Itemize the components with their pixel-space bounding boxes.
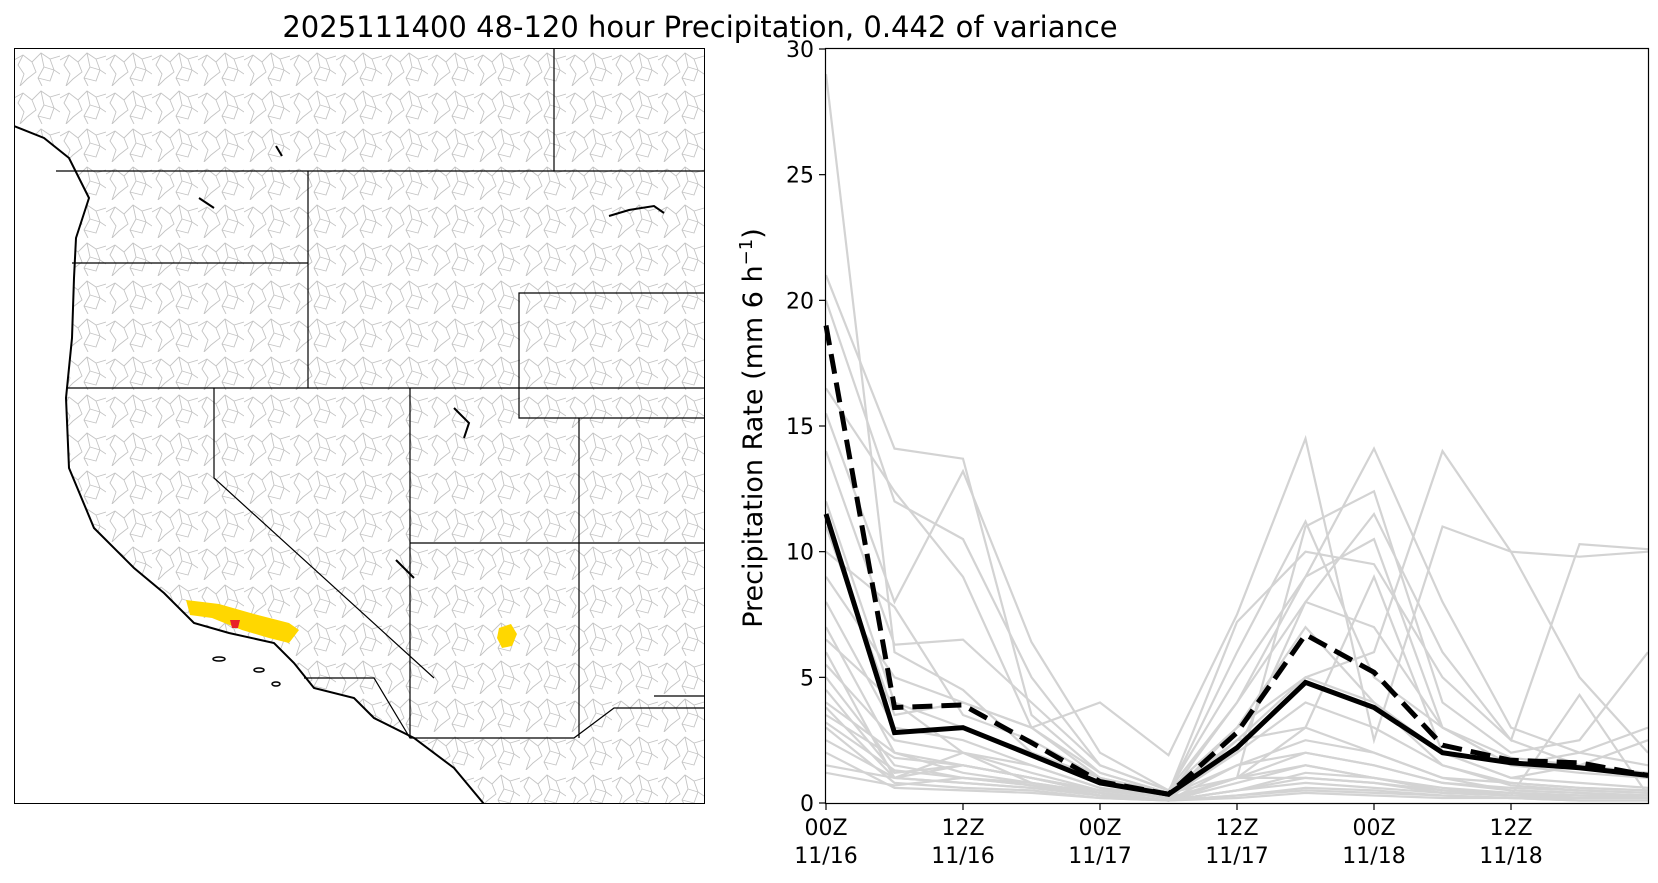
x-tick-label-time-0: 00Z	[804, 816, 847, 841]
member-line-1	[824, 73, 1649, 797]
y-axis: 0 5 10 15 20 25 30	[786, 38, 826, 817]
member-line-24	[825, 751, 1648, 802]
ensemble-members	[824, 73, 1649, 802]
x-axis: 00Z 11/16 12Z 11/16 00Z 11/17 12Z 11/17 00Z 11/18…	[794, 803, 1543, 869]
y-tick-label-15: 15	[786, 415, 814, 440]
y-tick-label-10: 10	[786, 541, 814, 566]
state-borders	[56, 48, 705, 739]
highlight-basin-arizona	[497, 624, 517, 648]
figure-title: 2025111400 48-120 hour Precipitation, 0.…	[282, 10, 1118, 44]
y-tick-label-0: 0	[800, 792, 814, 817]
map-panel	[14, 48, 705, 804]
member-line-18	[825, 676, 1649, 802]
x-tick-label-time-5: 12Z	[1489, 816, 1532, 841]
x-tick-label-date-3: 11/17	[1205, 844, 1268, 869]
coastline	[14, 125, 485, 804]
x-tick-label-time-4: 00Z	[1352, 816, 1395, 841]
highlight-basin-socal	[186, 600, 299, 643]
member-line-26	[825, 771, 1648, 802]
y-tick-label-30: 30	[786, 38, 814, 63]
x-tick-label-date-0: 11/16	[794, 844, 857, 869]
y-axis-label: Precipitation Rate (mm 6 h−1)	[736, 228, 769, 628]
dashed-series-line	[823, 325, 1649, 797]
x-tick-label-date-2: 11/17	[1068, 844, 1131, 869]
y-tick-label-20: 20	[786, 289, 814, 314]
chart-frame	[824, 47, 1650, 805]
member-line-2	[824, 274, 1649, 795]
selected-basin-marker	[230, 620, 240, 628]
islands	[212, 656, 281, 687]
y-tick-label-25: 25	[786, 164, 814, 189]
map-frame	[14, 48, 705, 804]
lakes	[198, 145, 665, 579]
x-tick-label-time-2: 00Z	[1078, 816, 1121, 841]
member-line-3	[824, 299, 1649, 792]
x-tick-label-date-1: 11/16	[931, 844, 994, 869]
x-tick-label-date-5: 11/18	[1479, 844, 1542, 869]
x-tick-label-time-3: 12Z	[1215, 816, 1258, 841]
y-tick-label-5: 5	[800, 666, 814, 691]
x-tick-label-date-4: 11/18	[1342, 844, 1405, 869]
x-tick-label-time-1: 12Z	[941, 816, 984, 841]
member-line-5	[824, 413, 1649, 792]
